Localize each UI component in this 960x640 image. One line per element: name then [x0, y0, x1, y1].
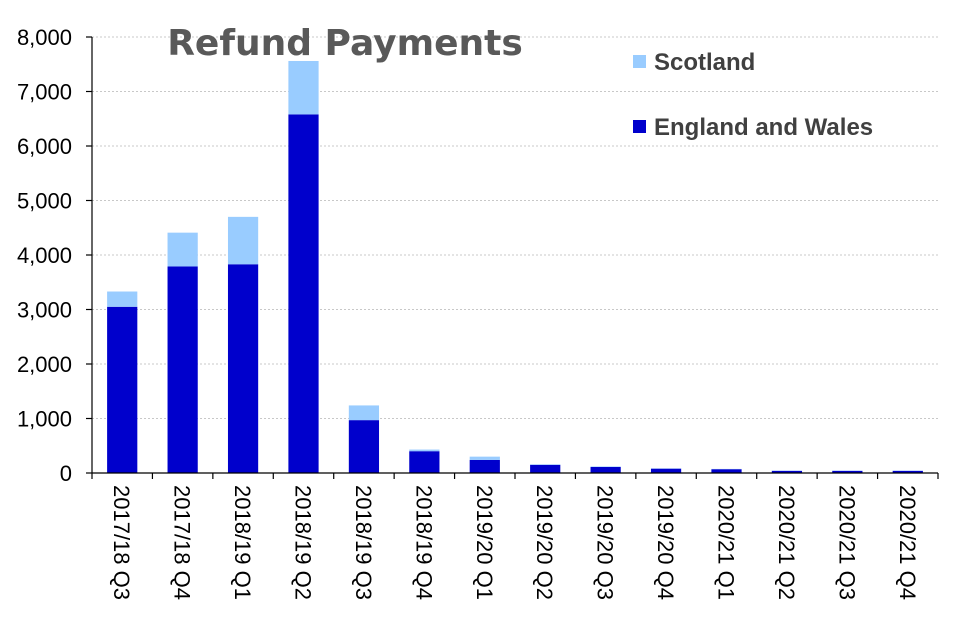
- bar-england-wales-8: [590, 467, 621, 473]
- y-tick-label-6: 6,000: [17, 134, 72, 159]
- x-tick-label-11: 2020/21 Q2: [774, 485, 799, 600]
- legend: Scotland England and Wales: [633, 49, 873, 141]
- y-tick-label-4: 4,000: [17, 243, 72, 268]
- bar-scotland-3: [288, 60, 319, 115]
- bar-scotland-1: [167, 232, 198, 267]
- legend-label-0: Scotland: [654, 49, 755, 76]
- bar-england-wales-3: [288, 114, 319, 473]
- x-tick-labels: 2017/18 Q3 2017/18 Q4 2018/19 Q1 2018/19 Q2…: [109, 485, 920, 600]
- x-tick-label-1: 2017/18 Q4: [170, 485, 195, 600]
- bar-england-wales-4: [348, 420, 380, 473]
- y-tick-label-1: 1,000: [17, 407, 72, 432]
- bar-england-wales-11: [771, 470, 803, 473]
- x-tick-label-4: 2018/19 Q3: [351, 485, 376, 600]
- bar-england-wales-1: [167, 266, 198, 473]
- y-tick-label-5: 5,000: [17, 189, 72, 214]
- y-tick-label-0: 0: [60, 461, 72, 486]
- x-tick-label-12: 2020/21 Q3: [834, 485, 859, 600]
- bar-england-wales-0: [107, 306, 138, 473]
- bar-england-wales-6: [469, 459, 500, 473]
- bar-england-wales-9: [650, 468, 682, 473]
- x-tick-label-8: 2019/20 Q3: [593, 485, 618, 600]
- bar-england-wales-2: [227, 264, 259, 473]
- chart-title: Refund Payments: [167, 23, 523, 64]
- y-tick-label-7: 7,000: [17, 80, 72, 105]
- y-tick-label-2: 2,000: [17, 352, 72, 377]
- x-tick-label-7: 2019/20 Q2: [532, 485, 557, 600]
- x-tick-label-3: 2018/19 Q2: [291, 485, 316, 600]
- x-tick-label-5: 2018/19 Q4: [411, 485, 436, 600]
- bar-scotland-4: [348, 405, 380, 421]
- y-tick-label-3: 3,000: [17, 298, 72, 323]
- x-tick-label-10: 2020/21 Q1: [714, 485, 739, 600]
- x-tick-label-13: 2020/21 Q4: [895, 485, 920, 600]
- legend-swatch-1: [633, 120, 646, 133]
- x-tick-label-2: 2018/19 Q1: [230, 485, 255, 600]
- gridlines: [92, 36, 938, 419]
- bar-scotland-5: [409, 449, 440, 452]
- x-tick-label-0: 2017/18 Q3: [109, 485, 134, 600]
- legend-label-1: England and Wales: [654, 114, 873, 141]
- bar-england-wales-7: [530, 464, 561, 473]
- bar-scotland-6: [469, 456, 500, 460]
- bar-england-wales-5: [409, 451, 440, 473]
- bar-scotland-2: [227, 216, 259, 265]
- bar-england-wales-12: [832, 470, 863, 473]
- bar-england-wales-13: [892, 470, 923, 473]
- x-tick-label-9: 2019/20 Q4: [653, 485, 678, 600]
- y-tick-labels: 0 1,000 2,000 3,000 4,000 5,000 6,000 7,000 8,00…: [17, 25, 72, 486]
- bars: [107, 60, 923, 473]
- bar-scotland-0: [107, 291, 138, 307]
- bar-england-wales-10: [711, 469, 742, 473]
- x-tick-label-6: 2019/20 Q1: [472, 485, 497, 600]
- bar-scotland-8: [590, 466, 621, 468]
- bar-scotland-7: [530, 464, 561, 465]
- y-tick-label-8: 8,000: [17, 25, 72, 50]
- legend-swatch-0: [633, 55, 646, 68]
- axes: [86, 36, 939, 479]
